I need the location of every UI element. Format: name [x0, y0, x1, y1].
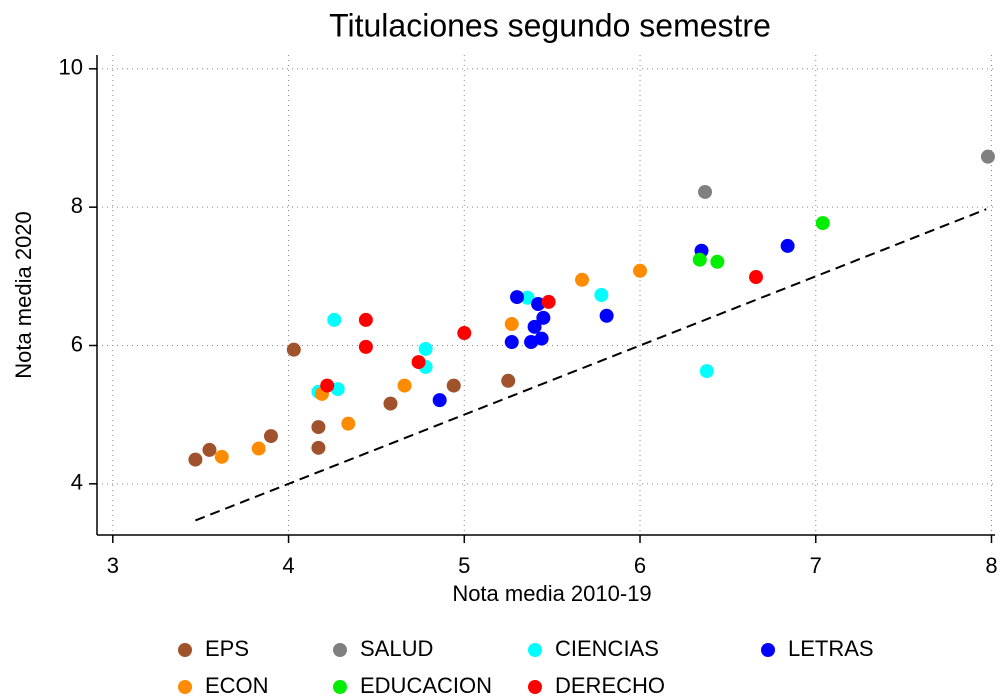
- point: [383, 396, 398, 411]
- point: [418, 341, 433, 356]
- legend-marker: [178, 643, 192, 657]
- legend-marker: [528, 643, 542, 657]
- legend-label: CIENCIAS: [555, 636, 659, 661]
- x-tick-label: 3: [107, 553, 119, 578]
- point: [358, 339, 373, 354]
- point: [411, 355, 426, 370]
- point: [446, 378, 461, 393]
- point: [320, 378, 335, 393]
- y-tick-label: 4: [71, 470, 83, 495]
- legend-label: SALUD: [360, 636, 433, 661]
- point: [327, 312, 342, 327]
- legend-marker: [178, 680, 192, 694]
- chart-title: Titulaciones segundo semestre: [329, 7, 771, 43]
- point: [397, 378, 412, 393]
- point: [263, 429, 278, 444]
- point: [594, 288, 609, 302]
- x-axis-label: Nota media 2010-19: [452, 581, 651, 606]
- point: [504, 335, 519, 350]
- point: [534, 331, 549, 346]
- x-tick-label: 8: [985, 553, 997, 578]
- point: [251, 441, 266, 456]
- point: [815, 216, 830, 231]
- legend-label: EDUCACION: [360, 673, 492, 698]
- reference-line: [195, 208, 987, 522]
- point: [699, 364, 714, 379]
- y-tick-label: 10: [59, 55, 83, 80]
- point: [780, 238, 795, 253]
- point: [202, 442, 217, 457]
- x-tick-label: 5: [458, 553, 470, 578]
- point: [330, 382, 345, 397]
- point: [599, 308, 614, 323]
- point: [501, 373, 516, 388]
- point: [633, 263, 648, 278]
- legend-label: EPS: [205, 636, 249, 661]
- point: [432, 393, 447, 408]
- legend-marker: [333, 643, 347, 657]
- point: [692, 252, 707, 267]
- x-tick-label: 6: [634, 553, 646, 578]
- point: [188, 452, 203, 467]
- y-tick-label: 8: [71, 193, 83, 218]
- point: [457, 326, 472, 341]
- legend-marker: [761, 643, 775, 657]
- point: [710, 254, 725, 269]
- point: [510, 290, 525, 305]
- x-tick-label: 4: [282, 553, 294, 578]
- legend-marker: [528, 680, 542, 694]
- point: [698, 184, 713, 199]
- legend-label: ECON: [205, 673, 269, 698]
- y-axis-label: Nota media 2020: [11, 211, 36, 379]
- legend-marker: [333, 680, 347, 694]
- legend-label: LETRAS: [788, 636, 874, 661]
- point: [286, 342, 301, 357]
- point: [536, 310, 551, 325]
- x-tick-label: 7: [810, 553, 822, 578]
- y-tick-label: 6: [71, 331, 83, 356]
- point: [531, 296, 546, 311]
- legend-label: DERECHO: [555, 673, 665, 698]
- point: [749, 270, 764, 285]
- point: [311, 420, 326, 435]
- point: [504, 317, 519, 332]
- point: [575, 272, 590, 287]
- point: [524, 335, 539, 350]
- point: [980, 149, 995, 164]
- point: [358, 312, 373, 327]
- point: [520, 290, 535, 305]
- point: [311, 440, 326, 455]
- point: [541, 294, 556, 309]
- point: [527, 319, 542, 334]
- point: [341, 416, 356, 431]
- point: [214, 449, 229, 464]
